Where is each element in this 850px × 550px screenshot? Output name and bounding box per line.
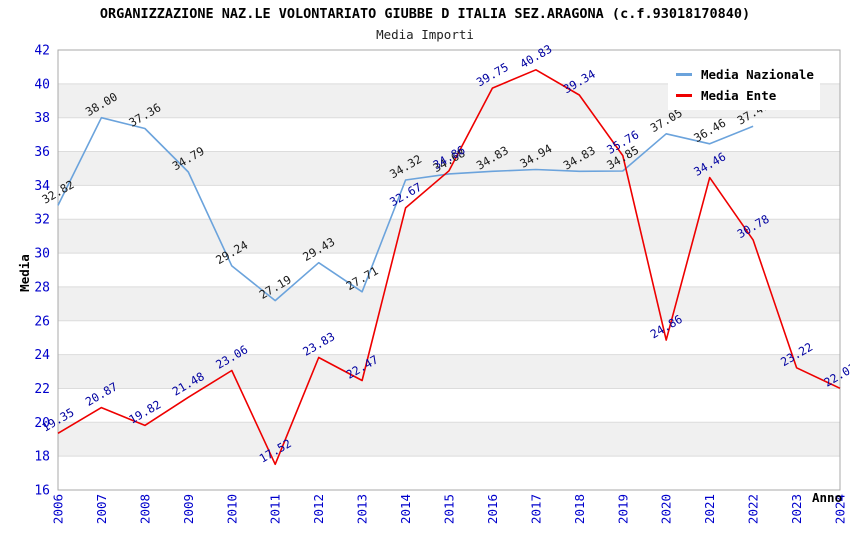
y-axis-title: Media [17,254,32,292]
x-tick-label: 2014 [398,494,413,524]
y-tick-label: 34 [34,179,50,194]
grid-band [58,253,840,287]
y-tick-label: 28 [34,280,50,295]
x-tick-label: 2020 [659,494,674,524]
grid-band [58,422,840,457]
x-tick-label: 2010 [224,494,239,524]
y-tick-label: 18 [34,450,50,465]
legend-label: Media Ente [701,88,777,103]
y-tick-label: 40 [34,77,50,92]
chart-subtitle: Media Importi [376,27,474,42]
x-tick-label: 2013 [355,494,370,524]
x-tick-label: 2015 [442,494,457,524]
x-tick-label: 2019 [615,494,630,524]
x-axis-title: Anno [812,490,842,505]
grid-band [58,117,840,152]
grid-band [58,219,840,254]
x-tick-label: 2008 [137,494,152,524]
x-tick-label: 2018 [572,494,587,524]
y-tick-label: 16 [34,484,50,499]
x-tick-label: 2007 [94,494,109,524]
x-tick-label: 2016 [485,494,500,524]
x-tick-label: 2024 [833,494,848,524]
y-tick-label: 42 [34,44,50,59]
grid-band [58,185,840,220]
x-tick-label: 2011 [268,494,283,524]
legend-label: Media Nazionale [701,67,814,82]
legend: Media Nazionale Media Ente [668,60,820,110]
y-tick-label: 26 [34,314,50,329]
legend-swatch-red-line [676,94,692,97]
y-tick-label: 30 [34,247,50,262]
x-tick-label: 2017 [528,494,543,524]
grid-band [58,286,840,321]
y-tick-label: 20 [34,416,50,431]
y-tick-label: 22 [34,382,50,397]
grid-band [58,354,840,389]
y-tick-label: 32 [34,213,50,228]
grid-band [58,456,840,490]
series-line-media-ente [57,69,841,466]
y-tick-label: 24 [34,348,50,363]
x-tick-label: 2006 [51,494,66,524]
x-tick-label: 2023 [789,494,804,524]
y-tick-label: 38 [34,111,50,126]
legend-item-media-ente: Media Ente [670,85,818,106]
legend-item-media-nazionale: Media Nazionale [670,64,818,85]
legend-swatch-blue-line [676,73,692,76]
plot-frame [57,49,841,491]
x-tick-label: 2022 [746,494,761,524]
series-line-media-nazionale [57,116,754,302]
y-tick-label: 36 [34,145,50,160]
x-tick-label: 2012 [311,494,326,524]
chart-title: ORGANIZZAZIONE NAZ.LE VOLONTARIATO GIUBB… [99,6,751,22]
grid-band [58,388,840,423]
x-tick-label: 2021 [702,494,717,524]
grid-band [58,320,840,355]
x-tick-label: 2009 [181,494,196,524]
